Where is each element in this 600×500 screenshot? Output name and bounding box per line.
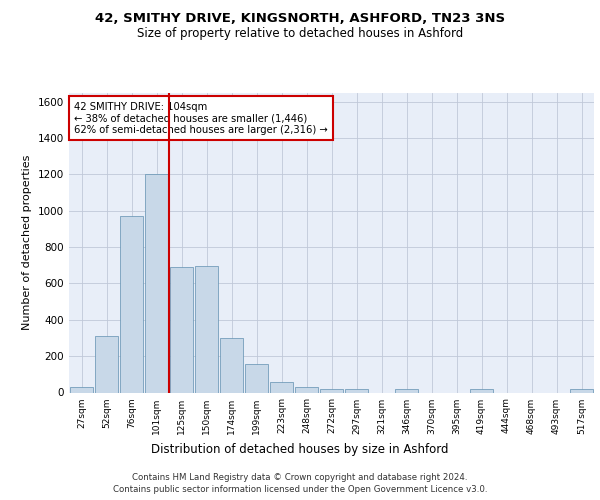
Bar (395, 389, 418, 392)
Bar (95, 336, 118, 392)
Bar (470, 389, 493, 392)
Y-axis label: Number of detached properties: Number of detached properties (22, 155, 32, 330)
Bar (70, 387, 93, 392)
Text: Distribution of detached houses by size in Ashford: Distribution of detached houses by size … (151, 442, 449, 456)
Text: 42, SMITHY DRIVE, KINGSNORTH, ASHFORD, TN23 3NS: 42, SMITHY DRIVE, KINGSNORTH, ASHFORD, T… (95, 12, 505, 26)
Bar (220, 338, 243, 392)
Bar (195, 266, 218, 392)
Bar (170, 267, 193, 392)
Bar (120, 216, 143, 392)
Bar (570, 389, 593, 392)
Bar (245, 364, 268, 392)
Bar (270, 382, 293, 392)
Text: 42 SMITHY DRIVE: 104sqm
← 38% of detached houses are smaller (1,446)
62% of semi: 42 SMITHY DRIVE: 104sqm ← 38% of detache… (74, 102, 328, 134)
Bar (320, 389, 343, 392)
Bar (145, 174, 168, 392)
Bar (345, 389, 368, 392)
Text: Size of property relative to detached houses in Ashford: Size of property relative to detached ho… (137, 28, 463, 40)
Text: Contains HM Land Registry data © Crown copyright and database right 2024.: Contains HM Land Registry data © Crown c… (132, 472, 468, 482)
Bar (295, 387, 318, 392)
Text: Contains public sector information licensed under the Open Government Licence v3: Contains public sector information licen… (113, 485, 487, 494)
